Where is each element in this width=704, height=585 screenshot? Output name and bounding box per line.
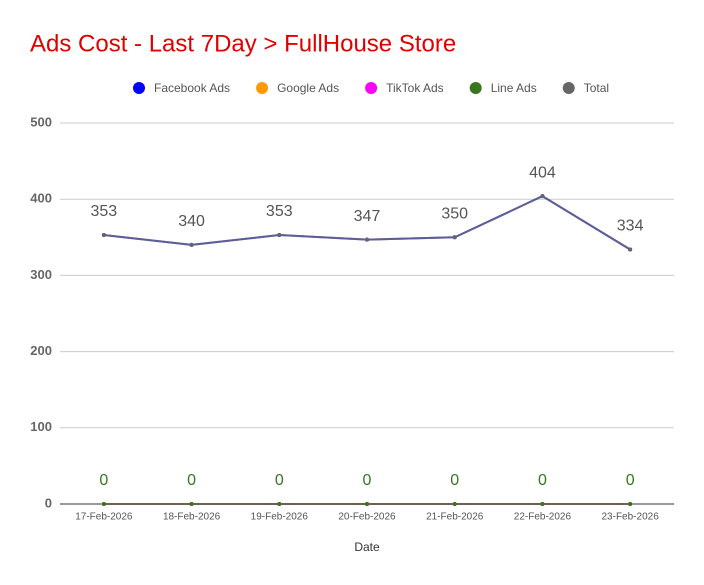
data-label: 0 — [538, 472, 547, 489]
x-tick-label: 19-Feb-2026 — [251, 512, 309, 523]
data-label: 353 — [266, 203, 293, 220]
x-tick-label: 23-Feb-2026 — [602, 512, 660, 523]
legend-swatch — [133, 82, 145, 94]
data-point — [540, 194, 545, 199]
data-label: 347 — [354, 208, 381, 225]
data-label: 0 — [187, 472, 196, 489]
legend-label: TikTok Ads — [386, 81, 444, 95]
data-label: 0 — [626, 472, 635, 489]
y-tick-label: 100 — [30, 419, 52, 434]
data-label: 0 — [450, 472, 459, 489]
data-point — [452, 235, 457, 240]
data-point — [189, 242, 194, 247]
data-point — [365, 502, 369, 506]
data-point — [101, 502, 106, 506]
data-point — [277, 233, 282, 238]
x-tick-label: 22-Feb-2026 — [514, 512, 572, 523]
data-label: 340 — [178, 213, 205, 230]
x-tick-label: 21-Feb-2026 — [426, 512, 484, 523]
data-point — [452, 502, 457, 506]
x-tick-label: 17-Feb-2026 — [75, 512, 133, 523]
data-point — [189, 502, 194, 506]
y-tick-label: 500 — [30, 114, 52, 129]
legend-swatch — [562, 82, 575, 94]
data-point — [540, 502, 545, 506]
data-point — [101, 233, 106, 238]
legend-swatch — [469, 82, 482, 94]
data-label: 0 — [99, 472, 108, 489]
x-axis-title: Date — [354, 540, 380, 554]
data-point — [628, 247, 633, 252]
data-point — [628, 502, 633, 506]
chart-title: Ads Cost - Last 7Day > FullHouse Store — [30, 30, 456, 57]
legend-label: Line Ads — [491, 81, 537, 95]
legend-swatch — [256, 82, 269, 94]
data-label: 350 — [441, 206, 468, 223]
data-label: 353 — [91, 203, 118, 220]
data-label: 0 — [363, 472, 372, 489]
data-point — [277, 502, 282, 506]
y-tick-label: 200 — [30, 343, 52, 358]
legend-label: Google Ads — [277, 81, 339, 95]
data-label: 404 — [529, 164, 556, 181]
legend-swatch — [365, 82, 378, 94]
legend-label: Facebook Ads — [154, 81, 230, 95]
data-label: 0 — [275, 472, 284, 489]
x-tick-label: 18-Feb-2026 — [163, 512, 221, 523]
data-label: 334 — [617, 218, 644, 235]
x-tick-label: 20-Feb-2026 — [338, 512, 396, 523]
data-point — [365, 237, 369, 242]
y-tick-label: 300 — [30, 267, 52, 282]
y-tick-label: 0 — [45, 495, 52, 510]
y-tick-label: 400 — [30, 191, 52, 206]
legend-label: Total — [584, 81, 609, 95]
